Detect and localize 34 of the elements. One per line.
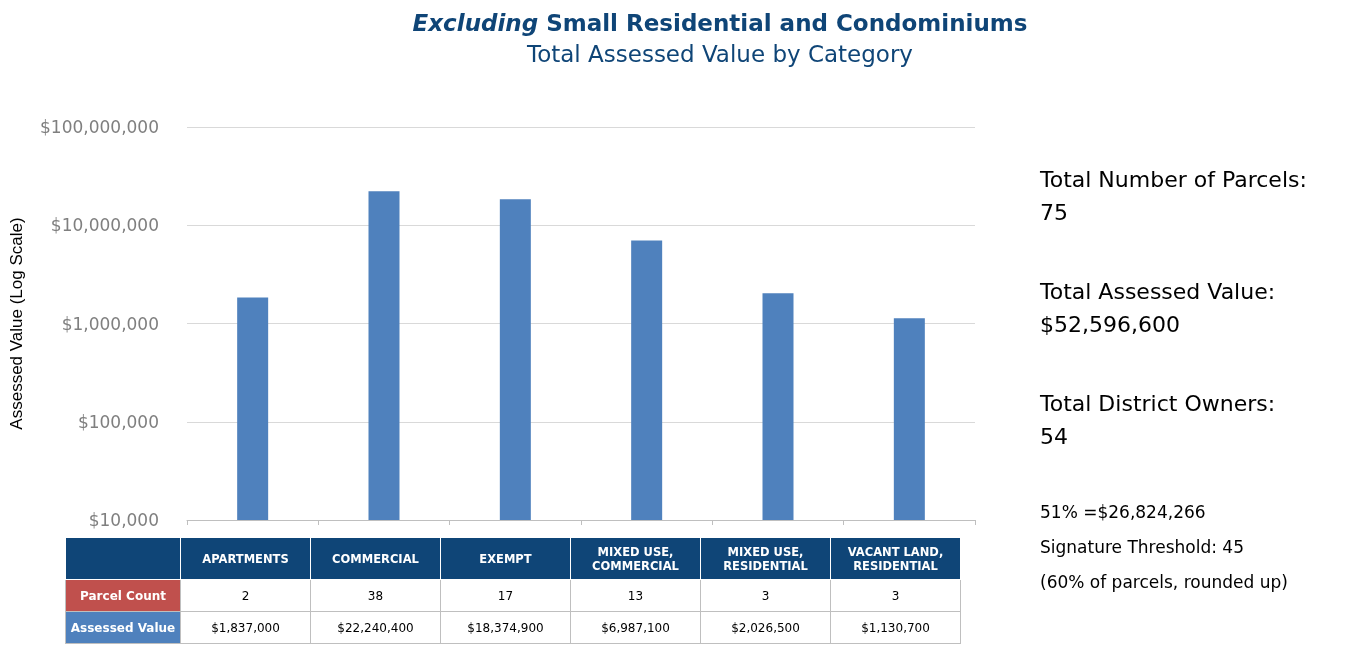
y-tick-label: $1,000,000 <box>61 313 159 334</box>
x-tick-label: APARTMENTS <box>180 537 311 580</box>
text: Total Assessed Value: $52,596,600 <box>1040 278 1277 339</box>
chart-subtitle: Total Assessed Value by Category <box>526 40 913 67</box>
y-tick-label: $10,000 <box>88 510 159 530</box>
x-tick-label: VACANT LAND, RESIDENTIAL <box>830 537 961 580</box>
chart-title: Excluding Small Residential and Condominiums <box>412 9 1028 36</box>
text: 51% =$26,824,266 <box>1040 501 1207 524</box>
text: Parcel Count <box>65 579 181 612</box>
data-label: $2,026,500 <box>700 611 831 644</box>
text: Assessed Value <box>65 611 181 644</box>
x-tick-label: COMMERCIAL <box>310 537 441 580</box>
data-label: $1,130,700 <box>830 611 961 644</box>
text: 2 <box>180 579 311 612</box>
y-tick-label: $10,000,000 <box>50 215 159 236</box>
text: Total Number of Parcels: 75 <box>1040 166 1308 227</box>
text: 3 <box>830 579 961 612</box>
y-tick-label: $100,000,000 <box>40 117 159 137</box>
text: Total District Owners: 54 <box>1040 390 1277 451</box>
data-label: $6,987,100 <box>570 611 701 644</box>
text: 3 <box>700 579 831 612</box>
y-axis-title: Assessed Value (Log Scale) <box>7 217 26 430</box>
text: (60% of parcels, rounded up) <box>1040 571 1289 594</box>
text: 13 <box>570 579 701 612</box>
x-tick-label: MIXED USE, RESIDENTIAL <box>700 537 831 580</box>
data-label: $22,240,400 <box>310 611 441 644</box>
data-label: $1,837,000 <box>180 611 311 644</box>
x-tick-label: EXEMPT <box>440 537 571 580</box>
x-tick-label: MIXED USE, COMMERCIAL <box>570 537 701 580</box>
text: 17 <box>440 579 571 612</box>
data-label: $18,374,900 <box>440 611 571 644</box>
text: 38 <box>310 579 441 612</box>
text: Signature Threshold: 45 <box>1040 536 1245 559</box>
y-tick-label: $100,000 <box>77 411 159 432</box>
